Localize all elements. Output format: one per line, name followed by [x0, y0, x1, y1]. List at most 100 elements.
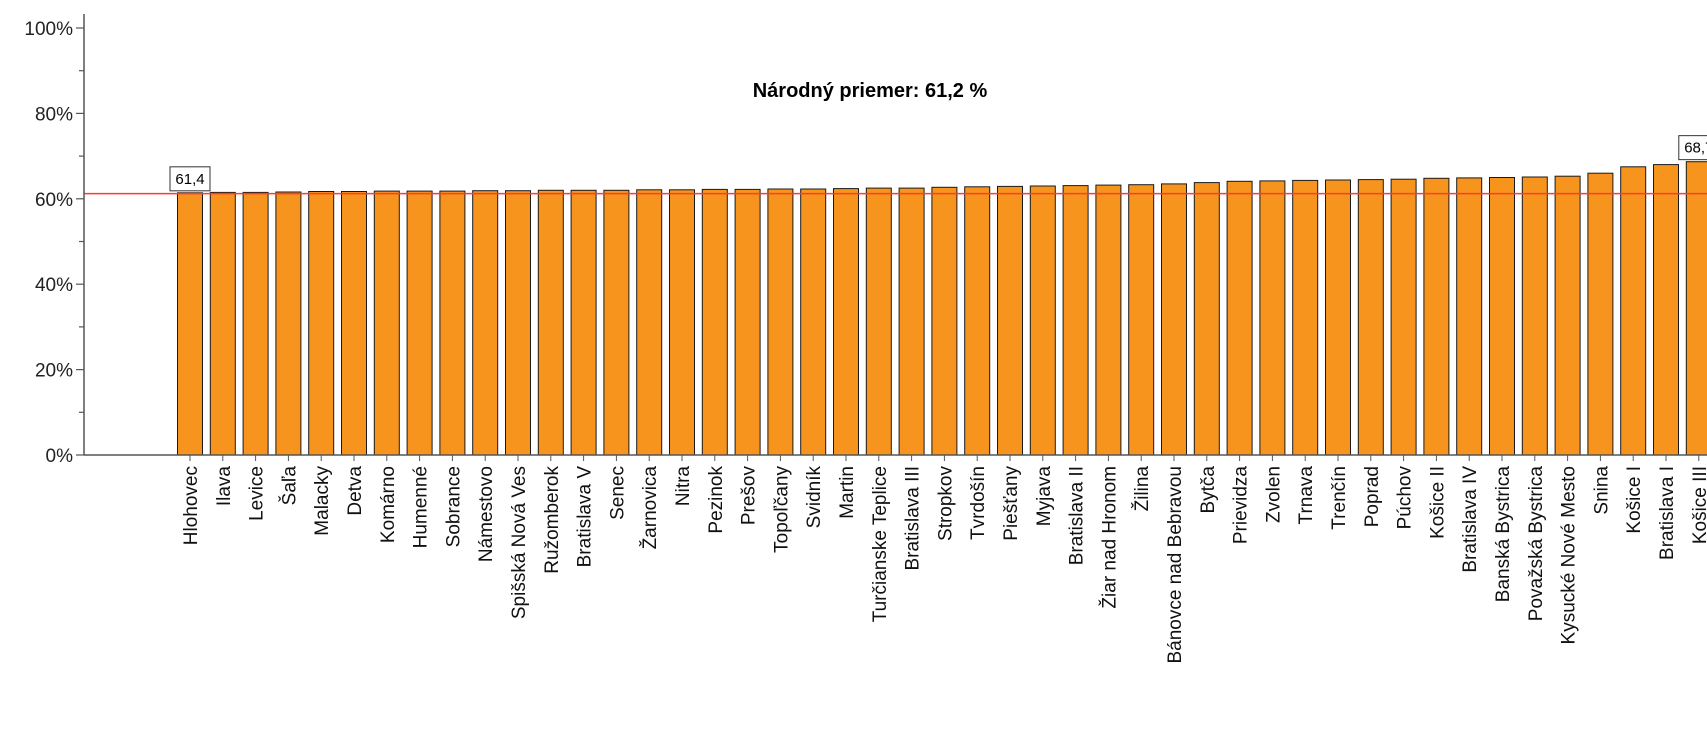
bar	[1161, 183, 1187, 456]
x-category-label: Ružomberok	[542, 466, 563, 574]
x-category-label: Malacky	[312, 466, 333, 536]
data-label: 61,4	[175, 171, 204, 188]
data-label-box	[1678, 135, 1707, 161]
y-tick-label: 0%	[46, 446, 74, 467]
x-category-label: Spišská Nová Ves	[509, 466, 530, 619]
x-category-label: Myjava	[1034, 466, 1055, 527]
y-tick-label: 80%	[35, 104, 73, 125]
bar	[242, 191, 269, 456]
x-category-label: Banská Bystrica	[1493, 466, 1514, 603]
bar	[997, 185, 1023, 456]
x-category-label: Bratislava II	[1067, 466, 1088, 565]
y-tick-label: 60%	[35, 190, 73, 211]
bar	[505, 190, 531, 456]
x-category-label: Bratislava V	[575, 466, 596, 568]
bar	[800, 188, 827, 456]
x-category-label: Detva	[345, 466, 366, 516]
x-category-label: Pezinok	[706, 466, 727, 534]
bar	[701, 188, 728, 456]
x-category-label: Košice I	[1624, 466, 1645, 534]
bar	[1193, 182, 1220, 456]
bar	[406, 190, 433, 456]
x-category-label: Košice II	[1427, 466, 1448, 539]
x-category-label: Nitra	[673, 466, 694, 507]
bar	[373, 190, 400, 456]
y-tick-label: 40%	[35, 275, 73, 296]
x-category-label: Martin	[837, 466, 858, 519]
bars-group	[177, 161, 1707, 456]
bar	[767, 188, 794, 456]
bar	[1325, 179, 1351, 456]
bar	[1390, 178, 1417, 456]
x-category-label: Ilava	[214, 466, 235, 507]
x-category-label: Tvrdošín	[968, 466, 989, 540]
x-category-label: Svidník	[804, 466, 825, 529]
x-category-label: Turčianske Teplice	[870, 466, 891, 622]
x-category-label: Stropkov	[935, 466, 956, 541]
x-category-label: Námestovo	[476, 466, 497, 562]
bar	[898, 187, 925, 456]
bar	[472, 190, 499, 456]
bar	[1489, 177, 1515, 456]
bar	[308, 191, 335, 456]
bar	[1029, 185, 1056, 456]
x-category-label: Bratislava III	[903, 466, 924, 571]
data-labels-group: 61,4 68,7	[169, 135, 1707, 192]
bar	[1587, 172, 1614, 456]
x-category-label: Bánovce nad Bebravou	[1165, 466, 1186, 664]
x-category-label: Bratislava I	[1657, 466, 1678, 560]
bar	[1521, 176, 1548, 456]
x-labels-group: Hlohovec Ilava Levice Šaľa Malacky Detva Komár…	[181, 455, 1707, 664]
x-category-label: Žilina	[1131, 466, 1153, 512]
x-category-label: Poprad	[1362, 466, 1383, 527]
x-category-label: Trnava	[1296, 466, 1317, 525]
x-category-label: Žiar nad Hronom	[1098, 466, 1120, 609]
data-label: 68,7	[1684, 140, 1707, 157]
x-category-label: Šaľa	[278, 466, 300, 506]
x-category-label: Bytča	[1198, 466, 1219, 514]
x-category-label: Topoľčany	[771, 466, 792, 553]
x-category-label: Považská Bystrica	[1526, 466, 1547, 622]
data-label-box	[169, 166, 211, 192]
bar	[964, 186, 991, 456]
bar	[1128, 184, 1155, 456]
x-category-label: Púchov	[1395, 466, 1416, 530]
x-category-label: Snina	[1591, 466, 1612, 515]
x-category-label: Prešov	[739, 466, 760, 526]
bar	[1357, 179, 1384, 456]
bar	[1423, 177, 1450, 456]
y-tick-label: 100%	[24, 19, 73, 40]
bar	[833, 188, 859, 456]
x-category-label: Košice III	[1690, 466, 1707, 544]
bar	[1685, 161, 1707, 456]
bar	[209, 191, 236, 456]
x-category-label: Hlohovec	[181, 466, 202, 545]
y-tick-label: 20%	[35, 361, 73, 382]
bar	[636, 189, 663, 456]
x-category-label: Piešťany	[1001, 466, 1022, 541]
x-category-label: Bratislava IV	[1460, 466, 1481, 573]
bar	[1292, 179, 1319, 456]
bar	[275, 191, 302, 456]
bar	[341, 191, 367, 456]
y-ticks-group: 0% 20% 40% 60% 80% 100%	[24, 19, 84, 467]
bar	[177, 192, 203, 456]
bar	[570, 189, 597, 456]
x-category-label: Žarnovica	[639, 466, 661, 550]
x-category-label: Humenné	[411, 466, 432, 548]
bar	[537, 189, 564, 456]
x-category-label: Komárno	[378, 466, 399, 543]
bar	[1095, 184, 1122, 456]
bar	[439, 190, 466, 456]
bar	[1062, 185, 1089, 456]
x-category-label: Sobrance	[443, 466, 464, 547]
bar	[1259, 180, 1286, 456]
bar	[734, 188, 761, 456]
bar	[603, 189, 630, 456]
x-category-label: Kysucké Nové Mesto	[1559, 466, 1580, 644]
bar	[669, 189, 695, 456]
bar	[1456, 177, 1483, 456]
x-category-label: Zvolen	[1263, 466, 1284, 523]
x-category-label: Levice	[247, 466, 268, 521]
